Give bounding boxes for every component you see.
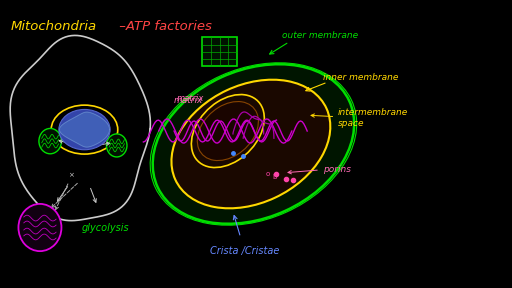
Ellipse shape: [18, 204, 61, 251]
Text: b: b: [272, 174, 276, 179]
Text: inner membrane: inner membrane: [323, 73, 398, 82]
Text: intermembrane
space: intermembrane space: [338, 108, 408, 128]
Ellipse shape: [153, 64, 354, 224]
Text: ×: ×: [68, 173, 74, 179]
Ellipse shape: [51, 105, 118, 154]
Text: Mitochondria: Mitochondria: [10, 20, 96, 33]
Text: porins: porins: [323, 165, 351, 175]
Ellipse shape: [39, 128, 61, 154]
Text: matrix: matrix: [174, 96, 203, 105]
Text: glycolysis: glycolysis: [82, 223, 130, 232]
Text: outer membrane: outer membrane: [282, 31, 358, 41]
Ellipse shape: [197, 102, 259, 160]
Ellipse shape: [59, 109, 110, 150]
Text: o: o: [265, 171, 269, 177]
Ellipse shape: [106, 134, 127, 157]
Text: –ATP factories: –ATP factories: [115, 20, 212, 33]
Ellipse shape: [172, 80, 330, 208]
Polygon shape: [59, 112, 110, 147]
Text: matrix: matrix: [177, 94, 204, 103]
Text: Crista /Cristae: Crista /Cristae: [210, 246, 279, 255]
Bar: [202, 37, 237, 66]
